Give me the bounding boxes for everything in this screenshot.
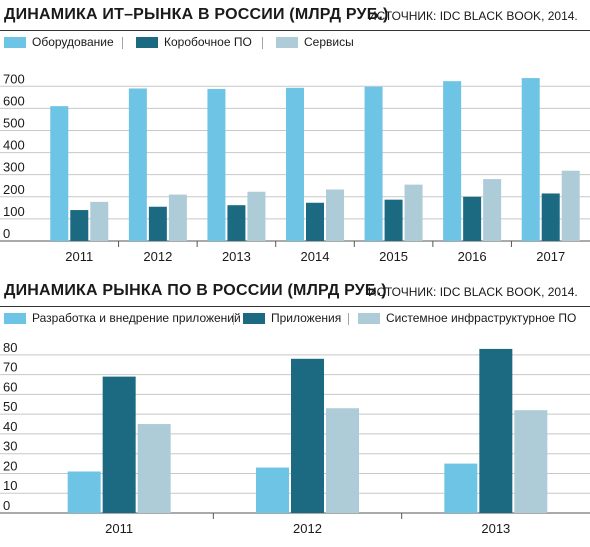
legend-swatch [4,37,26,48]
x-tick-label: 2013 [481,521,510,536]
x-tick-label: 2013 [222,249,251,264]
bar-2 [306,202,324,241]
legend-swatch [243,313,265,324]
bar-3 [514,410,548,513]
chart1-title: ДИНАМИКА ИТ–РЫНКА В РОССИИ (МЛРД РУБ.) [4,6,389,23]
chart1-legend: Оборудование Коробочное ПО Сервисы [0,32,590,54]
chart2-title: ДИНАМИКА РЫНКА ПО В РОССИИ (МЛРД РУБ.) [4,282,387,299]
y-tick-label: 700 [3,71,25,86]
y-tick-label: 40 [3,419,17,434]
legend-separator [233,313,234,325]
x-tick-label: 2016 [458,249,487,264]
bar-1 [444,463,478,513]
legend-swatch [136,37,158,48]
legend-label: Разработка и внедрение приложений [32,311,241,325]
bar-3 [404,184,423,241]
chart1-header: ДИНАМИКА ИТ–РЫНКА В РОССИИ (МЛРД РУБ.) И… [0,0,590,30]
bar-2 [541,193,560,241]
bar-1 [364,86,383,241]
bar-2 [384,199,403,241]
legend-separator [122,37,123,49]
bar-3 [561,170,580,241]
y-tick-label: 30 [3,439,17,454]
bar-1 [128,88,147,241]
legend-label: Приложения [271,311,342,325]
bar-3 [247,191,266,241]
chart1-plot: 0 100 200 300 400 500 600 700 2011 2012 2013 2014 20… [0,71,590,264]
y-tick-label: 10 [3,478,17,493]
y-tick-label: 0 [3,226,10,241]
legend-separator [262,37,263,49]
bar-3 [326,189,344,241]
bar-1 [521,78,540,241]
bar-3 [90,201,109,241]
x-tick-label: 2014 [301,249,330,264]
it-market-chart-panel: ДИНАМИКА ИТ–РЫНКА В РОССИИ (МЛРД РУБ.) И… [0,0,590,264]
bar-2 [479,348,513,513]
bar-3 [483,179,502,241]
y-tick-label: 400 [3,138,25,153]
chart1-source: ИСТОЧНИК: IDC BLACK BOOK, 2014. [368,9,578,23]
legend-swatch [4,313,26,324]
bar-1 [67,471,101,513]
legend-label: Оборудование [32,35,114,49]
legend-swatch [358,313,380,324]
y-tick-label: 500 [3,115,25,130]
bar-1 [256,467,289,513]
bar-1 [286,87,304,241]
y-tick-label: 50 [3,399,17,414]
chart2-legend: Разработка и внедрение приложений Прилож… [0,308,590,330]
y-tick-label: 100 [3,204,25,219]
y-tick-label: 80 [3,340,17,355]
legend-swatch [276,37,298,48]
bar-2 [227,205,246,241]
y-tick-label: 300 [3,160,25,175]
chart2-header: ДИНАМИКА РЫНКА ПО В РОССИИ (МЛРД РУБ.) И… [0,276,590,306]
bar-2 [291,358,324,513]
y-tick-label: 70 [3,360,17,375]
x-tick-label: 2011 [65,249,93,264]
y-tick-label: 0 [3,498,10,513]
bar-2 [70,210,89,241]
y-tick-label: 20 [3,458,17,473]
y-tick-label: 60 [3,379,17,394]
y-tick-label: 200 [3,182,25,197]
bar-1 [50,106,69,241]
x-tick-label: 2012 [293,521,322,536]
x-tick-label: 2017 [536,249,565,264]
x-tick-label: 2015 [379,249,408,264]
bar-2 [463,196,482,241]
y-tick-label: 600 [3,93,25,108]
bar-1 [443,81,462,241]
chart1-divider [0,30,590,31]
bar-1 [207,88,226,241]
chart2-plot: 0 10 20 30 40 50 60 70 80 2011 2012 2013 [0,340,590,536]
bar-3 [168,194,187,241]
legend-label: Системное инфраструктурное ПО [386,311,577,325]
legend-label: Сервисы [304,35,354,49]
bar-3 [137,424,171,513]
legend-separator [348,313,349,325]
x-tick-label: 2011 [105,521,133,536]
legend-label: Коробочное ПО [164,35,252,49]
chart2-divider [0,306,590,307]
software-market-chart-panel: ДИНАМИКА РЫНКА ПО В РОССИИ (МЛРД РУБ.) И… [0,276,590,547]
chart2-source: ИСТОЧНИК: IDC BLACK BOOK, 2014. [368,285,578,299]
bar-3 [326,408,359,513]
bar-2 [102,376,136,513]
bar-2 [148,206,167,241]
x-tick-label: 2012 [143,249,172,264]
